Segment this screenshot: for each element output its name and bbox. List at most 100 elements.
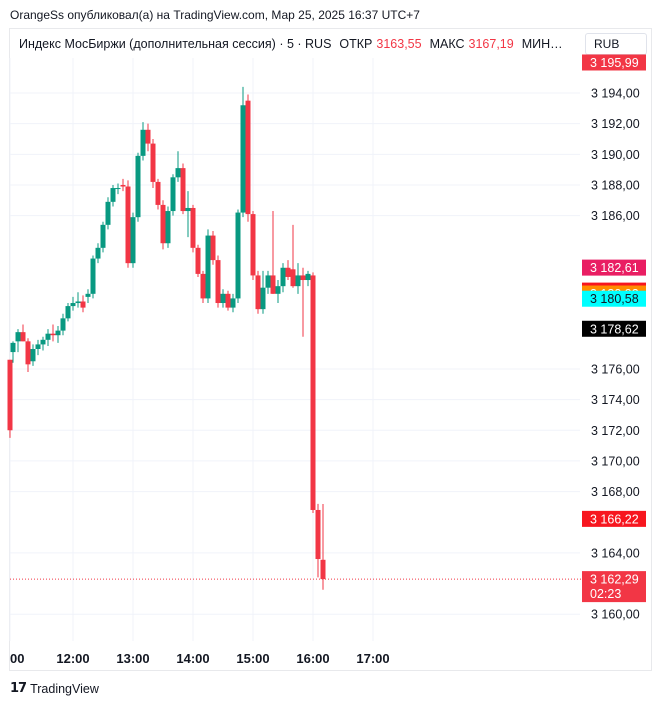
candle-body [165, 211, 171, 244]
candle-body [240, 105, 246, 213]
price-badge-label: 3 195,99 [590, 56, 639, 70]
y-tick-label: 3 164,00 [591, 546, 640, 560]
candle-body [70, 303, 76, 307]
candle-body [65, 306, 71, 319]
candle-body [235, 212, 241, 299]
x-tick-label: 00 [10, 651, 24, 666]
candle-body [270, 275, 276, 294]
candle-body [185, 207, 191, 212]
y-tick-label: 3 160,00 [591, 608, 640, 622]
y-tick-label: 3 172,00 [591, 424, 640, 438]
y-tick-label: 3 176,00 [591, 362, 640, 376]
candle-body [60, 318, 66, 331]
x-tick-label: 17:00 [356, 651, 389, 666]
candle-body [45, 333, 51, 340]
candle-body [315, 509, 321, 560]
x-tick-label: 12:00 [56, 651, 89, 666]
candle-body [300, 275, 306, 281]
candle-body [135, 155, 141, 218]
candle-body [155, 181, 161, 205]
candle-body [160, 204, 166, 244]
price-badge [582, 259, 646, 276]
candle-body [245, 100, 251, 215]
candle-body [110, 188, 116, 202]
candle-body [95, 247, 101, 259]
candle-body [255, 275, 261, 310]
x-tick-label: 14:00 [176, 651, 209, 666]
footer-brand[interactable]: 17 TradingView [10, 681, 99, 696]
candle-body [215, 260, 221, 304]
tradingview-logo-icon: 17 [10, 681, 27, 696]
candle-body [35, 344, 41, 350]
y-tick-label: 3 168,00 [591, 485, 640, 499]
candle-body [190, 207, 196, 248]
candle-body [125, 186, 131, 264]
last-price-label: 3 162,29 [590, 573, 639, 587]
price-badge [582, 510, 646, 527]
candle-body [180, 168, 186, 212]
countdown-label: 02:23 [590, 587, 621, 601]
x-tick-label: 13:00 [116, 651, 149, 666]
candle-body [120, 184, 126, 187]
candle-body [75, 301, 81, 304]
y-tick-label: 3 170,00 [591, 454, 640, 468]
candle-body [225, 293, 231, 308]
y-tick-label: 3 186,00 [591, 209, 640, 223]
publish-caption: OrangeSs опубликовал(а) на TradingView.c… [10, 8, 420, 22]
candle-body [310, 275, 316, 510]
candle-body [15, 332, 21, 342]
candle-body [145, 129, 151, 144]
candle-body [130, 217, 136, 264]
candle-body [55, 330, 61, 336]
price-badge-label: 3 166,22 [590, 512, 639, 526]
y-tick-label: 3 174,00 [591, 393, 640, 407]
y-tick-label: 3 188,00 [591, 178, 640, 192]
y-tick-label: 3 190,00 [591, 148, 640, 162]
candle-body [150, 143, 156, 182]
candle-body [230, 298, 236, 308]
candle-body [290, 269, 296, 287]
candle-body [80, 301, 86, 308]
candle-body [200, 273, 206, 299]
candle-body [175, 168, 181, 178]
currency-selector[interactable]: RUB [585, 33, 647, 55]
candle-body [170, 177, 176, 212]
candle-body [265, 275, 271, 288]
candle-body [210, 235, 216, 261]
symbol-legend: Индекс МосБиржи (дополнительная сессия) … [19, 36, 563, 52]
candle-body [30, 349, 36, 362]
open-label: ОТКР [339, 37, 373, 51]
price-badge-label: 3 178,62 [590, 322, 639, 336]
y-tick-label: 3 194,00 [591, 87, 640, 101]
price-badge [582, 54, 646, 71]
high-label: МАКС [429, 37, 465, 51]
candle-body [260, 287, 266, 310]
candle-body [20, 332, 26, 342]
candle-body [85, 293, 91, 297]
brand-name: TradingView [30, 681, 99, 696]
candle-body [305, 273, 311, 281]
open-value: 3163,55 [376, 37, 422, 51]
x-tick-label: 15:00 [236, 651, 269, 666]
x-tick-label: 16:00 [296, 651, 329, 666]
price-badge [582, 320, 646, 337]
candle-body [10, 342, 16, 353]
candle-body [285, 267, 291, 277]
last-price-badge [582, 571, 646, 603]
candle-body [195, 247, 201, 274]
candle-body [295, 275, 301, 287]
y-tick-label: 3 192,00 [591, 117, 640, 131]
symbol-title[interactable]: Индекс МосБиржи (дополнительная сессия) … [19, 37, 332, 51]
candle-body [40, 339, 46, 345]
candle-body [220, 293, 226, 304]
price-badge-label: 3 180,58 [590, 292, 639, 306]
candle-body [115, 188, 121, 190]
candle-body [105, 201, 111, 225]
candle-body [280, 267, 286, 287]
candle-body [250, 214, 256, 276]
candle-body [90, 258, 96, 294]
candle-body [100, 224, 106, 248]
candle-body [275, 286, 281, 294]
low-label: МИН… [521, 37, 563, 51]
